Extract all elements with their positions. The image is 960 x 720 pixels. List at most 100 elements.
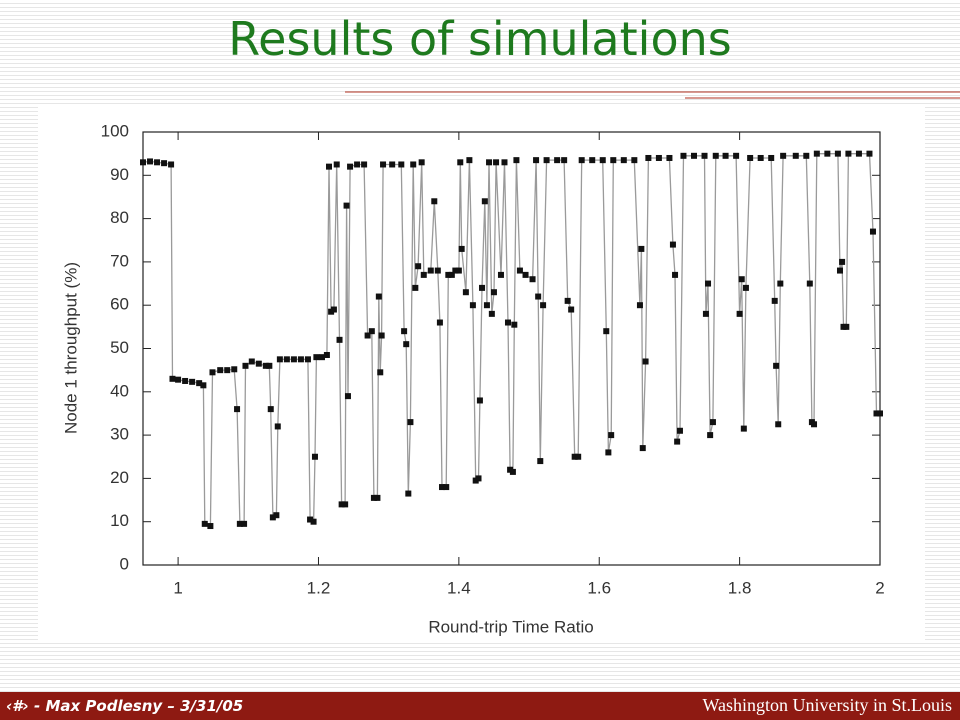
marker	[378, 332, 385, 339]
footer-right: Washington University in St.Louis	[702, 695, 952, 715]
marker	[410, 161, 417, 168]
y-tick-label: 60	[110, 295, 129, 314]
marker	[813, 150, 820, 157]
marker	[834, 150, 841, 157]
y-tick-label: 20	[110, 468, 129, 487]
marker	[344, 393, 351, 400]
marker	[740, 425, 747, 432]
y-tick-label: 70	[110, 251, 129, 270]
marker	[747, 154, 754, 161]
marker	[680, 152, 687, 159]
marker	[490, 289, 497, 296]
marker	[636, 302, 643, 309]
marker	[674, 438, 681, 445]
marker	[154, 159, 161, 166]
marker	[407, 419, 414, 426]
marker	[561, 157, 568, 164]
marker	[140, 159, 146, 166]
marker	[398, 161, 405, 168]
marker	[533, 157, 540, 164]
marker	[241, 520, 248, 527]
marker	[605, 449, 612, 456]
y-axis-label: Node 1 throughput (%)	[61, 262, 80, 434]
footer-left: ‹#› - Max Podlesny – 3/31/05	[6, 697, 244, 715]
marker	[843, 323, 850, 330]
marker	[283, 356, 290, 363]
marker	[571, 453, 578, 460]
marker	[276, 356, 283, 363]
marker	[462, 289, 469, 296]
marker	[401, 328, 408, 335]
marker	[803, 152, 810, 159]
marker	[771, 297, 778, 304]
marker	[873, 410, 880, 417]
marker	[666, 154, 673, 161]
marker	[311, 453, 318, 460]
marker	[168, 161, 175, 168]
marker	[540, 302, 547, 309]
marker	[631, 157, 638, 164]
marker	[877, 410, 883, 417]
marker	[380, 161, 387, 168]
marker	[811, 421, 818, 428]
marker	[375, 293, 382, 300]
marker	[431, 198, 438, 205]
marker	[792, 152, 799, 159]
marker	[326, 163, 333, 170]
marker	[504, 319, 511, 326]
x-tick-label: 2	[875, 578, 884, 597]
marker	[370, 494, 377, 501]
marker	[638, 245, 645, 252]
marker	[603, 328, 610, 335]
slide-title: Results of simulations	[228, 12, 732, 66]
marker	[354, 161, 361, 168]
marker	[855, 150, 862, 157]
marker	[589, 157, 596, 164]
marker	[169, 375, 176, 382]
marker	[242, 362, 249, 369]
marker	[702, 310, 709, 317]
marker	[457, 159, 464, 166]
marker	[690, 152, 697, 159]
marker	[511, 321, 518, 328]
marker	[475, 475, 482, 482]
footer: ‹#› - Max Podlesny – 3/31/05 Washington …	[0, 692, 960, 720]
marker	[469, 302, 476, 309]
y-tick-label: 50	[110, 338, 129, 357]
marker	[599, 157, 606, 164]
marker	[266, 362, 273, 369]
marker	[736, 310, 743, 317]
marker	[738, 276, 745, 283]
marker	[845, 150, 852, 157]
marker	[564, 297, 571, 304]
x-tick-label: 1.2	[307, 578, 331, 597]
marker	[304, 356, 311, 363]
marker	[554, 157, 561, 164]
marker	[361, 161, 368, 168]
marker	[669, 241, 676, 248]
marker	[338, 501, 345, 508]
marker	[642, 358, 649, 365]
marker	[412, 284, 419, 291]
chart-background	[38, 105, 925, 642]
marker	[543, 157, 550, 164]
marker	[374, 494, 381, 501]
marker	[452, 267, 459, 274]
marker	[866, 150, 873, 157]
marker	[839, 258, 846, 265]
marker	[529, 276, 536, 283]
marker	[448, 271, 455, 278]
marker	[307, 516, 314, 523]
marker	[509, 468, 516, 475]
marker	[535, 293, 542, 300]
marker	[273, 512, 280, 519]
marker	[445, 271, 452, 278]
marker	[672, 271, 679, 278]
marker	[488, 310, 495, 317]
marker	[310, 518, 317, 525]
marker	[712, 152, 719, 159]
y-tick-label: 40	[110, 381, 129, 400]
marker	[262, 362, 269, 369]
marker	[486, 159, 493, 166]
x-axis-label: Round-trip Time Ratio	[428, 617, 593, 636]
